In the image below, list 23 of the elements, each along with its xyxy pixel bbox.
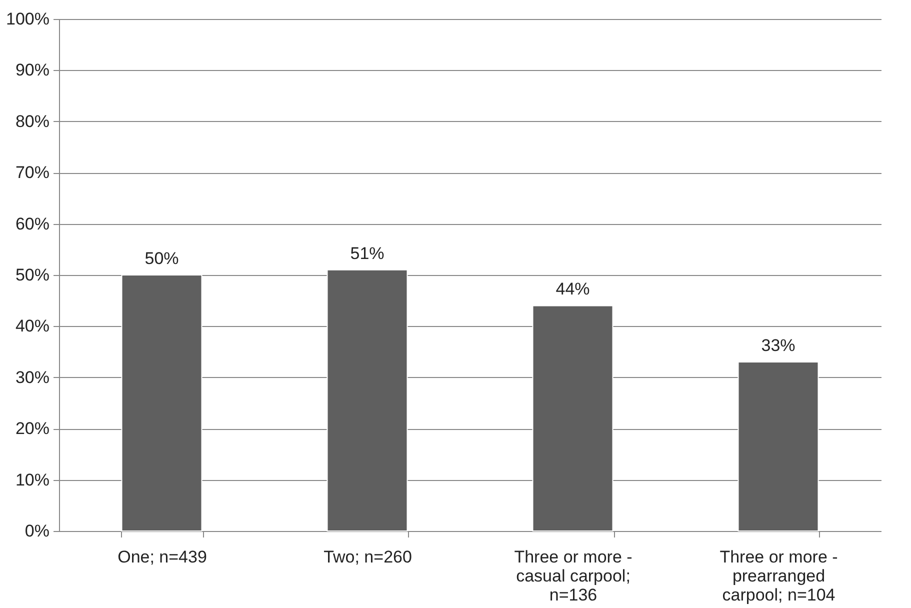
y-tick-label: 10% [15, 470, 50, 490]
x-tick-label: One; n=439 [118, 548, 207, 566]
y-tick-label: 0% [24, 522, 50, 540]
y-tick-label: 50% [15, 266, 50, 284]
bar [326, 269, 408, 532]
y-tick-label: 20% [15, 419, 50, 438]
y-tick-label: 100% [6, 10, 50, 28]
x-tick-label: Three or more - prearranged carpool; n=104 [720, 548, 838, 604]
y-tick-label: 80% [15, 112, 50, 131]
data-label: 51% [350, 244, 384, 263]
data-label: 33% [761, 336, 796, 356]
y-tick-label: 60% [15, 214, 50, 234]
bar [121, 274, 202, 532]
y-tick-label: 30% [15, 368, 50, 387]
data-label: 44% [556, 280, 590, 299]
x-tick-label: Three or more - casual carpool; n=136 [514, 548, 632, 604]
y-tick-label: 40% [15, 316, 50, 336]
bar [532, 305, 614, 532]
y-tick-label: 70% [15, 163, 50, 182]
y-tick-label: 90% [15, 60, 50, 80]
data-label: 50% [144, 249, 179, 268]
bar [738, 362, 819, 532]
x-tick-label: Two; n=260 [324, 548, 412, 566]
